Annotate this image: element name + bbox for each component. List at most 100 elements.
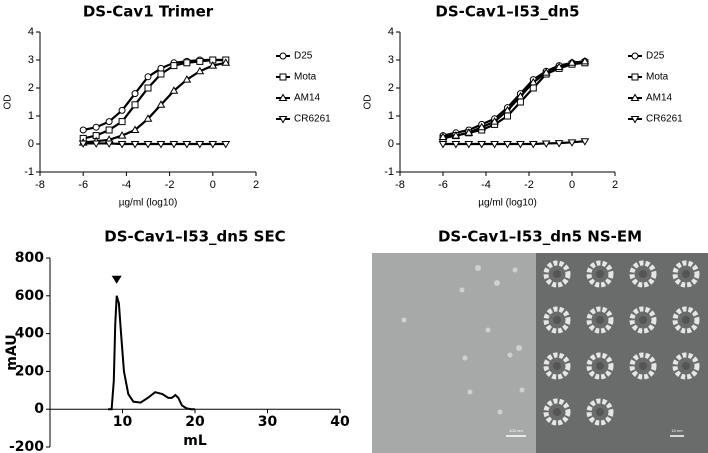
x-tick-label: -8 (35, 179, 45, 191)
marker (156, 100, 166, 108)
marker (157, 70, 165, 78)
marker (490, 141, 499, 149)
class-center (596, 316, 604, 324)
y-tick-label: 4 (388, 26, 394, 38)
chart-title: DS-Cav1–I53_dn5 SEC (104, 228, 285, 246)
y-tick-label: 0 (28, 138, 34, 150)
x-tick-label: 20 (185, 414, 205, 430)
marker (78, 140, 88, 148)
class-center (596, 408, 604, 416)
curve (108, 295, 195, 411)
y-tick-label: 3 (28, 54, 34, 66)
class-average (672, 260, 700, 288)
marker (117, 141, 127, 149)
y-tick-label: 800 (15, 250, 44, 266)
marker (541, 140, 551, 148)
marker (130, 125, 140, 133)
y-tick-label: 0 (388, 138, 394, 150)
marker (279, 52, 287, 60)
marker (182, 75, 192, 83)
peak-marker (111, 275, 122, 284)
y-tick-label: 2 (28, 82, 34, 94)
marker (79, 126, 87, 134)
marker (143, 114, 153, 122)
x-tick-label: -2 (524, 179, 534, 191)
x-tick-label: 0 (210, 179, 216, 191)
marker (195, 141, 205, 149)
legend-label: CR6261 (646, 114, 683, 125)
marker (541, 68, 551, 76)
marker (221, 58, 231, 66)
y-tick-label: 2 (388, 82, 394, 94)
class-average (586, 306, 614, 334)
class-average (629, 306, 657, 334)
marker (567, 58, 577, 66)
curve (443, 140, 585, 146)
marker (278, 116, 288, 124)
class-center (553, 362, 561, 370)
class-center (553, 270, 561, 278)
class-center (639, 270, 647, 278)
em-image: 100 nm 10 nm (372, 253, 708, 453)
particles (401, 265, 525, 415)
x-tick-label: -4 (122, 179, 132, 191)
marker (528, 77, 538, 86)
marker (91, 140, 101, 148)
marker (143, 141, 153, 149)
y-tick-label: 200 (15, 363, 44, 379)
marker (464, 128, 474, 136)
x-tick-label: -4 (481, 179, 491, 191)
y-tick-label: 4 (28, 26, 34, 38)
marker (183, 59, 191, 67)
marker (105, 118, 113, 126)
scale-bar-label: 10 nm (671, 428, 683, 433)
legend-label: AM14 (294, 93, 321, 104)
y-tick-label: 400 (15, 326, 44, 342)
y-tick-label: -1 (384, 166, 394, 178)
class-average (672, 352, 700, 380)
marker (516, 91, 525, 100)
class-center (682, 362, 690, 370)
marker (131, 101, 139, 109)
class-center (596, 270, 604, 278)
marker (631, 73, 639, 81)
legend-label: D25 (646, 51, 665, 62)
class-average (586, 398, 614, 426)
curve (83, 142, 226, 146)
x-tick-label: 2 (253, 179, 259, 191)
marker (182, 141, 192, 149)
marker (503, 141, 512, 149)
class-center (639, 316, 647, 324)
legend-label: CR6261 (294, 114, 331, 125)
marker (196, 57, 204, 65)
x-tick-label: 10 (113, 414, 133, 430)
marker (144, 73, 152, 81)
class-average (629, 352, 657, 380)
class-grid (543, 260, 700, 426)
marker (104, 140, 114, 148)
y-tick-label: -200 (9, 439, 44, 453)
marker (117, 131, 127, 139)
x-axis-label: µg/ml (log10) (478, 198, 537, 209)
marker (92, 123, 100, 131)
class-average (543, 398, 571, 426)
marker (516, 141, 525, 149)
x-tick-label: 40 (330, 414, 350, 430)
marker (490, 117, 499, 125)
marker (195, 66, 205, 75)
class-center (596, 362, 604, 370)
class-center (682, 270, 690, 278)
marker (118, 118, 126, 126)
x-tick-label: 2 (612, 179, 618, 191)
class-average (672, 306, 700, 334)
marker (169, 86, 179, 94)
y-axis-label: OD (363, 95, 374, 110)
marker (630, 93, 640, 101)
class-average (543, 260, 571, 288)
marker (554, 140, 564, 148)
marker (279, 73, 287, 81)
class-center (682, 316, 690, 324)
marker (208, 141, 218, 149)
x-axis-label: µg/ml (log10) (119, 198, 178, 209)
marker (169, 141, 179, 149)
